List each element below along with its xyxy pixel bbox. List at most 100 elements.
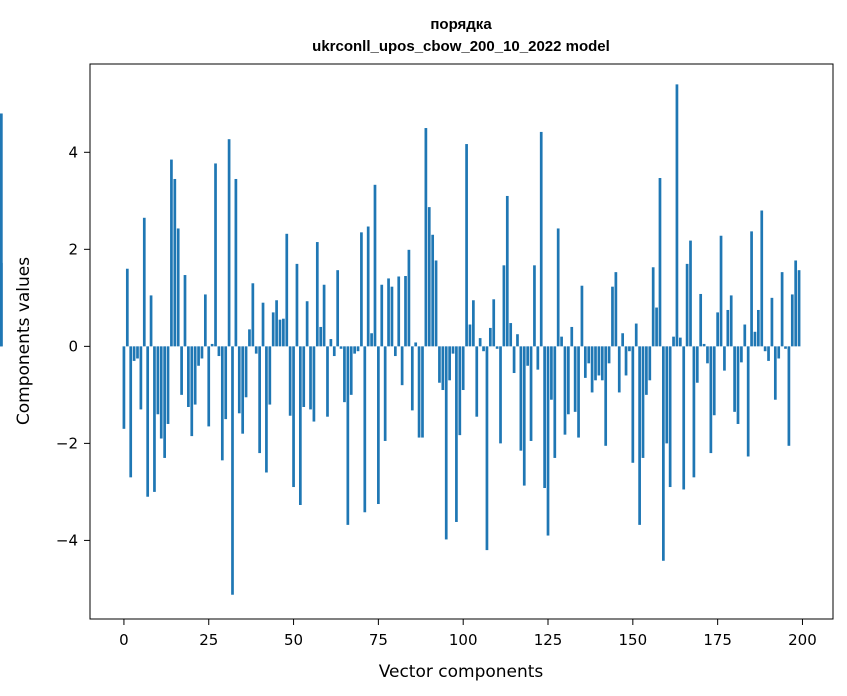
bar [434,260,438,347]
bar [746,346,750,457]
bar [485,346,489,551]
bar [404,276,407,347]
bar [505,195,509,347]
bar [699,293,703,347]
bar [383,346,387,441]
bar [248,329,251,347]
y-axis-label: Components values [14,257,34,425]
bar [424,128,428,347]
bar [390,286,394,347]
bar [740,346,743,363]
bar [220,346,224,461]
bar [695,346,699,383]
bar [590,346,594,393]
bar [797,270,801,347]
bar [509,323,513,347]
bar [254,346,258,354]
bar [278,319,282,347]
bar [268,346,272,405]
bar [410,346,414,411]
bar [322,284,326,347]
bar [794,260,798,347]
bar [156,346,160,415]
bar [662,346,665,561]
bar [655,307,658,347]
bar [743,324,747,347]
bar [753,331,757,347]
bar [265,346,268,473]
bar [244,346,248,398]
bar [478,338,482,347]
bar [668,346,672,488]
bar [271,312,275,347]
bar [187,346,190,407]
bar [519,346,523,451]
bar [634,323,638,347]
chart-title-line1: порядка [430,16,492,33]
bar [495,346,499,349]
bar [638,346,641,525]
bar [709,346,713,454]
bar [600,346,604,381]
bar [149,295,153,347]
bar [604,346,608,446]
bar [750,231,753,347]
bar [166,346,170,424]
bar [678,337,682,347]
bar [448,346,451,381]
bar [546,346,550,536]
bar [583,346,587,378]
y-tick-label: −2 [56,434,78,452]
bar [326,346,329,417]
bar [142,217,146,347]
bar [393,346,397,357]
bar [716,312,719,347]
bar [624,346,628,376]
bar [288,346,292,416]
bar [302,346,306,407]
bar [726,309,730,347]
bar [472,300,475,347]
bar [282,318,285,347]
bar [539,131,543,347]
bar [200,346,204,359]
bar [336,270,340,347]
bar [370,333,373,347]
bar [414,342,418,347]
bar [475,346,479,417]
bar [712,346,716,416]
bars-group [0,84,801,595]
bar [159,346,163,439]
bar [512,346,516,374]
bar [125,268,129,347]
bar [193,346,197,405]
bar [153,346,156,492]
bar [488,327,492,347]
plot-frame [89,63,834,620]
bar [363,346,367,513]
bar [173,178,177,347]
bar [427,207,431,347]
y-tick-label: 2 [68,240,78,258]
bar [139,346,143,410]
bar [757,309,760,347]
bar [380,284,384,347]
bar [567,346,570,415]
bar [675,84,679,347]
bar [580,285,584,347]
bar [502,265,506,347]
bar [587,346,591,364]
bar [729,295,733,347]
bar [455,346,458,522]
y-tick-label: −4 [56,531,78,549]
bar [777,346,781,359]
y-tick-label: 4 [68,143,78,161]
bar [651,267,655,347]
bar [719,235,723,347]
bar [770,297,774,347]
bar [312,346,316,422]
bar [773,346,777,400]
bar [332,346,336,357]
bar [136,346,139,359]
